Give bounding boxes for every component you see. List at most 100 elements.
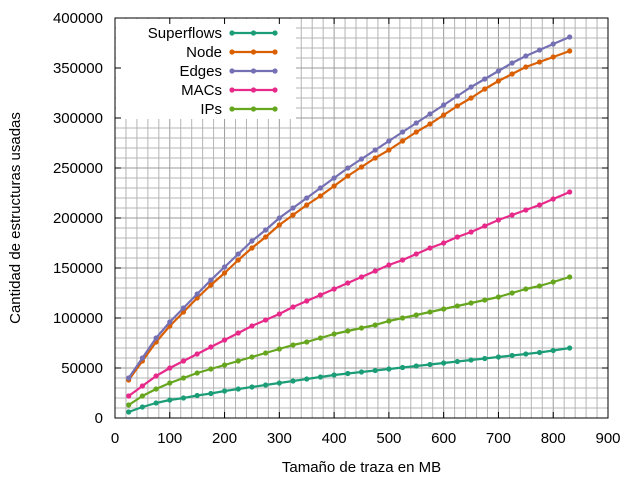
data-point: [482, 76, 488, 82]
legend-swatch-point: [272, 30, 278, 36]
data-point: [208, 366, 214, 372]
y-tick-label: 400000: [53, 10, 103, 27]
data-point: [221, 270, 228, 276]
legend-swatch-point: [250, 68, 257, 74]
data-point: [249, 323, 255, 329]
data-point: [372, 367, 378, 374]
data-point: [482, 297, 488, 303]
x-tick-label: 200: [212, 430, 237, 447]
data-point: [495, 68, 502, 74]
data-point: [331, 372, 337, 378]
x-tick-label: 900: [595, 430, 620, 447]
data-point: [550, 279, 556, 285]
data-point: [126, 409, 132, 415]
x-tick-label: 700: [486, 430, 511, 447]
data-point: [372, 322, 378, 328]
data-point: [194, 370, 200, 376]
data-point: [276, 380, 282, 386]
data-point: [441, 360, 447, 366]
data-point: [167, 365, 173, 371]
series-node: [126, 48, 573, 383]
data-point: [536, 47, 543, 53]
x-tick-label: 0: [111, 430, 119, 447]
legend-label: MACs: [181, 82, 222, 99]
series-edges: [126, 34, 573, 381]
data-point: [441, 112, 447, 118]
data-point: [482, 355, 488, 362]
data-point: [249, 238, 255, 244]
data-point: [276, 311, 282, 317]
data-point: [276, 215, 282, 221]
data-point: [153, 335, 159, 341]
data-point: [550, 347, 556, 354]
data-point: [399, 364, 406, 371]
series-ips: [126, 274, 573, 408]
y-tick-label: 100000: [53, 310, 103, 327]
data-point: [523, 64, 529, 70]
data-point: [194, 392, 200, 399]
legend-label: Edges: [179, 63, 222, 80]
y-tick-label: 350000: [53, 60, 103, 77]
data-point: [509, 60, 515, 66]
data-point: [235, 330, 241, 336]
data-point: [413, 312, 419, 318]
y-tick-label: 150000: [53, 260, 103, 277]
data-point: [331, 175, 337, 181]
data-point: [536, 59, 543, 65]
data-point: [454, 303, 460, 309]
legend-swatch-point: [229, 68, 235, 74]
legend-swatch-point: [229, 49, 235, 55]
data-point: [567, 34, 573, 40]
legend-box: [116, 19, 296, 119]
legend-swatch-point: [272, 68, 278, 74]
data-point: [221, 264, 228, 270]
data-point: [427, 361, 433, 368]
data-point: [358, 164, 365, 170]
series-group: [126, 34, 573, 415]
data-point: [372, 155, 378, 161]
y-tick-label: 50000: [61, 360, 103, 377]
y-axis-title: Cantidad de estructuras usadas: [7, 112, 24, 324]
legend-label: Superflows: [148, 25, 222, 42]
x-axis-title: Tamaño de traza en MB: [282, 459, 441, 476]
data-point: [454, 103, 460, 109]
data-point: [550, 196, 556, 202]
data-point: [495, 78, 502, 84]
data-point: [567, 48, 573, 54]
data-point: [468, 229, 474, 235]
data-point: [208, 390, 214, 397]
data-point: [263, 227, 269, 233]
x-tick-label: 400: [322, 430, 347, 447]
axis-ticks: 0 100 200 300 400 500 600 700 800 900 0 50000 100000…: [53, 10, 621, 447]
data-point: [153, 400, 159, 406]
data-point: [180, 375, 187, 381]
data-point: [567, 189, 573, 195]
data-point: [345, 328, 351, 334]
data-point: [441, 240, 447, 246]
legend-swatch-point: [272, 106, 278, 112]
legend-swatch-point: [250, 87, 257, 93]
data-point: [399, 129, 406, 135]
legend-swatch-point: [272, 49, 278, 55]
data-point: [290, 212, 296, 218]
data-point: [468, 357, 474, 363]
data-point: [317, 374, 324, 380]
y-tick-label: 300000: [53, 110, 103, 127]
data-point: [454, 358, 460, 365]
data-point: [345, 165, 351, 171]
data-point: [208, 282, 214, 288]
data-point: [413, 251, 419, 257]
data-point: [345, 280, 351, 286]
data-point: [427, 121, 433, 127]
data-point: [399, 315, 406, 321]
data-point: [468, 300, 474, 306]
data-point: [399, 257, 406, 263]
legend-label: IPs: [200, 101, 222, 118]
data-point: [194, 351, 200, 357]
data-point: [317, 292, 324, 298]
data-point: [167, 380, 173, 386]
data-point: [221, 388, 228, 394]
data-point: [495, 354, 502, 360]
data-point: [468, 95, 474, 101]
data-point: [523, 53, 529, 59]
